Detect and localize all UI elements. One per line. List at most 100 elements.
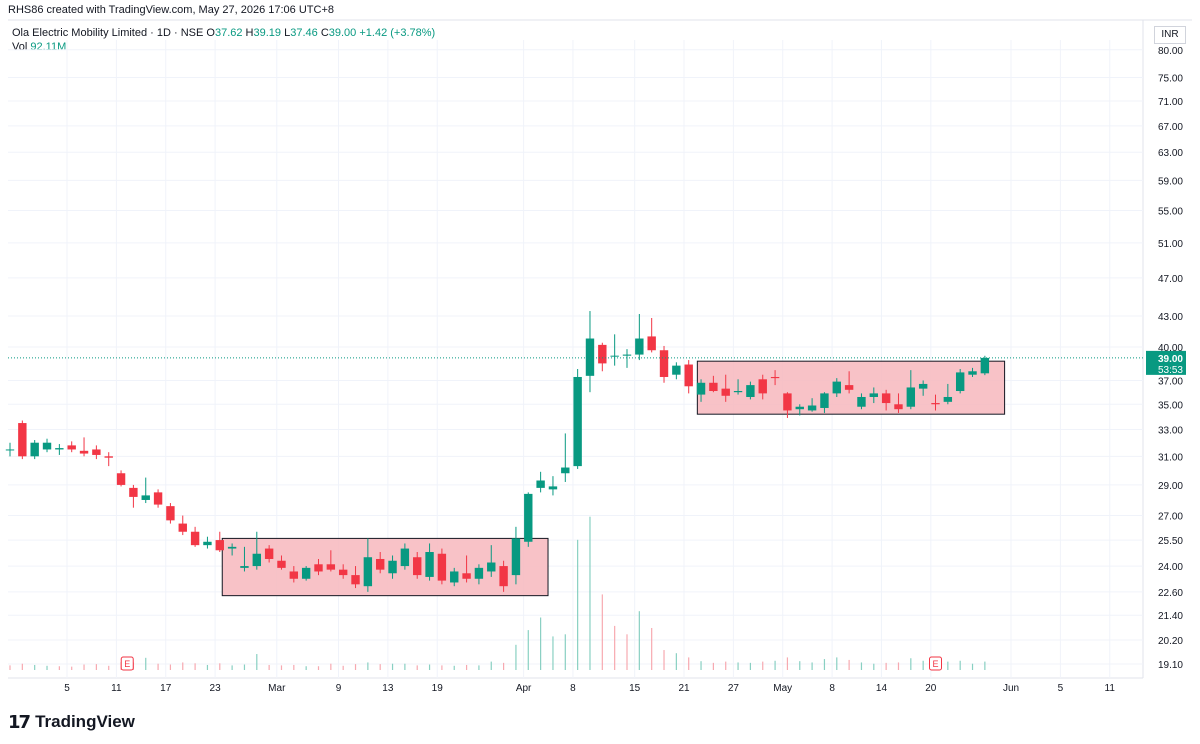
candle (326, 550, 336, 572)
x-tick-label: 14 (876, 683, 888, 694)
y-tick-label: 59.00 (1158, 176, 1183, 187)
candle-body (104, 456, 113, 458)
candle (659, 345, 669, 383)
earnings-marker: E (929, 656, 942, 671)
candle-body (820, 393, 829, 408)
candle-body (277, 560, 286, 568)
candle-body (67, 445, 76, 450)
volume-bar (453, 665, 455, 670)
y-tick-label: 40.00 (1158, 343, 1183, 354)
volume-bar (194, 663, 196, 670)
x-tick-label: 21 (678, 683, 690, 694)
candle (795, 404, 804, 416)
candle (203, 536, 212, 549)
candle (524, 492, 533, 547)
y-tick-label: 55.00 (1158, 206, 1183, 217)
candle-body (536, 480, 545, 488)
y-tick-label: 47.00 (1158, 274, 1183, 285)
currency-button[interactable]: INR (1154, 26, 1186, 44)
volume-bar (182, 662, 184, 670)
x-tick-label: 8 (829, 683, 835, 694)
candle-body (92, 449, 101, 455)
volume-bar (305, 666, 307, 670)
volume-bar (762, 661, 764, 670)
volume-bar (971, 663, 974, 670)
volume-bar (21, 663, 23, 670)
volume-bar (799, 661, 801, 670)
candle-body (178, 523, 187, 532)
volume-bar (947, 661, 949, 670)
volume-bar (959, 660, 961, 670)
candle (104, 452, 113, 467)
volume-bar (564, 634, 566, 670)
candle-body (659, 350, 669, 377)
volume-bar (58, 666, 60, 670)
candle (943, 383, 953, 405)
candle-body (190, 531, 200, 546)
candle-body (548, 486, 558, 490)
candle (807, 398, 817, 412)
volume-bar (848, 659, 850, 670)
volume-bar (811, 662, 813, 670)
volume-bar (441, 665, 443, 670)
candle-body (943, 396, 953, 402)
candle-body (795, 406, 804, 410)
candle-body (437, 553, 447, 581)
volume-bar (379, 664, 381, 670)
time-axis: 5 11 17 23 Mar 9 13 19 Apr 8 15 21 27 May 8 14 20 Jun 5 11 (64, 683, 1115, 694)
candle-body (610, 355, 619, 357)
candle-body (351, 575, 360, 585)
candle-body (240, 566, 249, 568)
candle (153, 489, 163, 508)
candle (450, 567, 459, 587)
volume-bar (478, 665, 480, 670)
y-tick-label: 19.10 (1158, 660, 1183, 671)
candle-body (585, 338, 595, 376)
y-tick-label: 22.60 (1158, 588, 1183, 599)
x-tick-label: 19 (432, 683, 444, 694)
y-tick-label: 71.00 (1158, 97, 1183, 108)
earnings-badge (120, 656, 134, 671)
candle (92, 445, 101, 460)
volume-bar (712, 662, 714, 670)
close-key: C (320, 27, 329, 39)
candle (252, 531, 261, 570)
candle-body (857, 396, 866, 407)
candle-body (425, 552, 434, 577)
candle (684, 360, 693, 394)
tradingview-logo[interactable]: 17 TradingView (8, 710, 135, 734)
candle (376, 552, 385, 574)
symbol-title[interactable]: Ola Electric Mobility Limited · 1D · NSE (12, 27, 204, 39)
candle-body (462, 573, 471, 579)
volume-bar (231, 665, 233, 670)
candle (696, 379, 706, 402)
candle (585, 311, 595, 393)
volume-bar (9, 665, 11, 670)
candle-body (153, 492, 163, 505)
candle (5, 442, 15, 457)
candle (906, 370, 916, 410)
volume-bar (725, 661, 727, 670)
candle (844, 371, 854, 394)
bar-countdown-label: 53:53 (1158, 365, 1183, 376)
volume-bar (737, 662, 739, 670)
open-value: 37.62 (214, 27, 243, 39)
candle (931, 394, 940, 411)
volume-bar (108, 665, 110, 670)
candle (67, 441, 76, 453)
change-value: +1.42 (+3.78%) (359, 27, 436, 39)
volume-bar (95, 664, 97, 670)
volume-bar (317, 666, 320, 670)
y-tick-label: 80.00 (1158, 46, 1183, 57)
candle-body (758, 379, 767, 394)
volume-bar (651, 628, 653, 670)
y-tick-label: 25.50 (1158, 536, 1183, 547)
candle-body (511, 538, 521, 576)
x-tick-label: May (773, 683, 792, 694)
volume-bar (293, 664, 295, 670)
candle (363, 538, 373, 592)
candle-body (487, 562, 496, 572)
x-tick-label: 20 (925, 683, 937, 694)
candle (462, 555, 471, 583)
